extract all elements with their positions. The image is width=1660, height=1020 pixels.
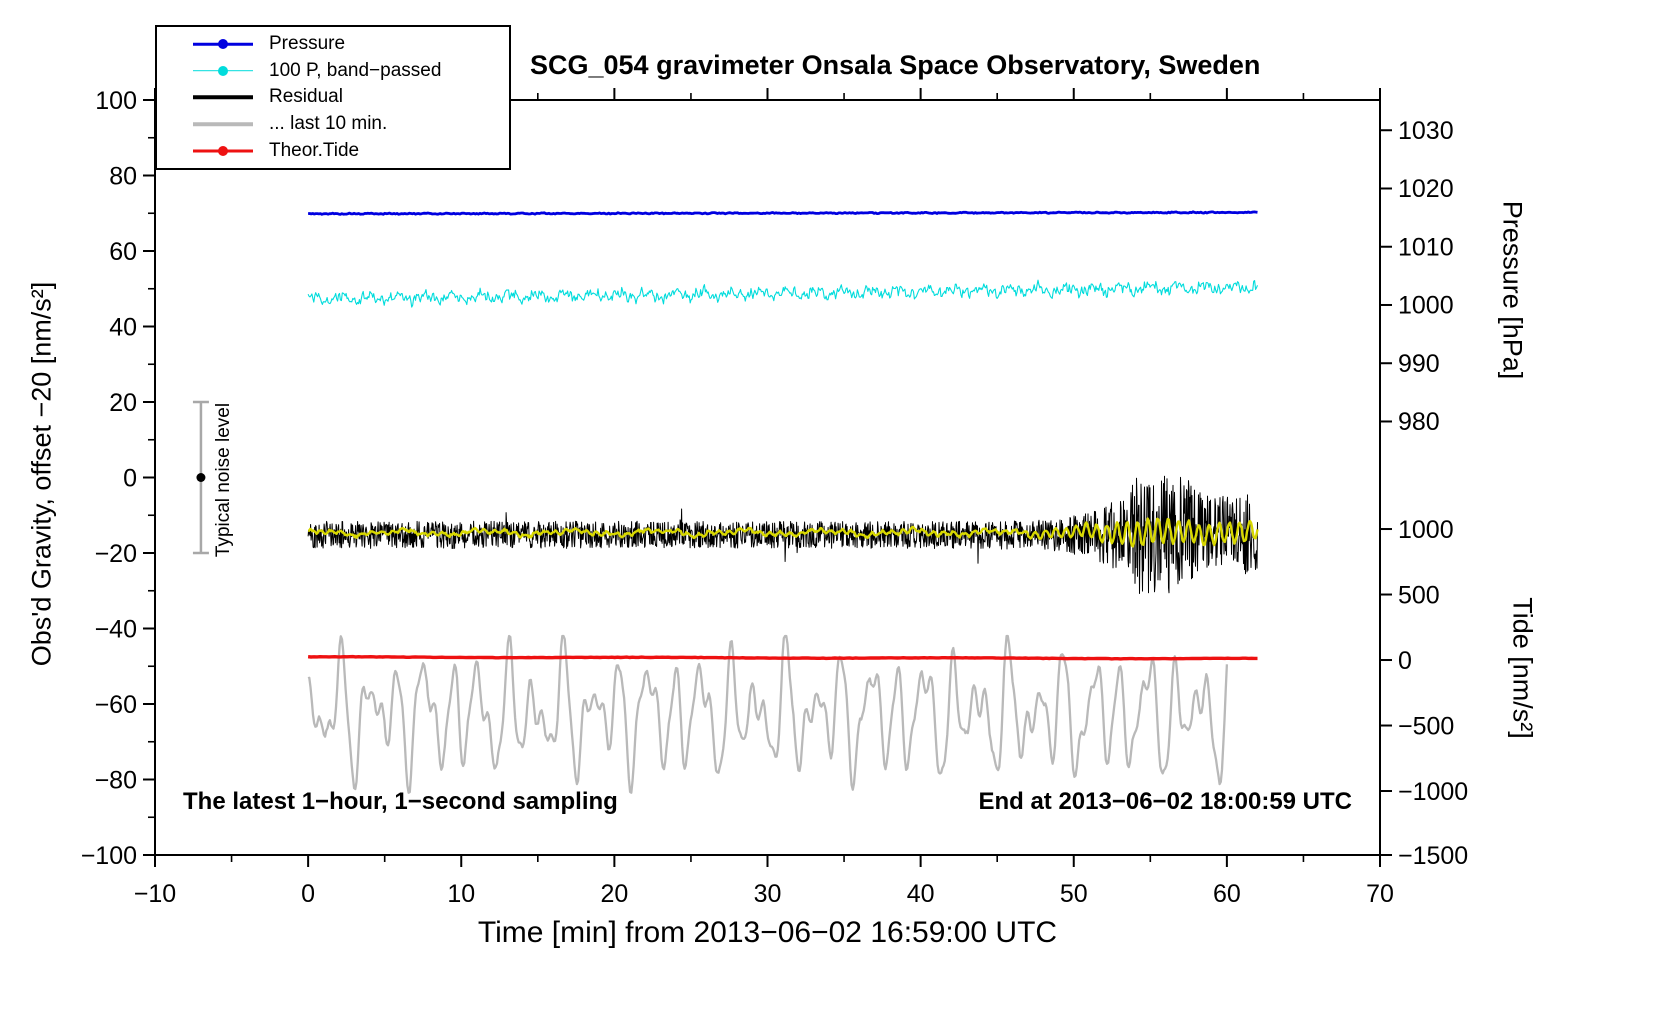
x-tick-label: 30	[754, 880, 782, 908]
x-tick-label: 60	[1213, 880, 1241, 908]
series-residual-smoothed	[307, 517, 1259, 548]
series-pressure-bandpassed	[307, 279, 1259, 308]
tide-tick-label: 500	[1398, 581, 1440, 609]
legend-label-residual: Residual	[269, 86, 343, 108]
tide-tick-label: −1500	[1398, 842, 1468, 870]
legend-label-theor-tide: Theor.Tide	[269, 139, 360, 161]
pressure-tick-label: 980	[1398, 408, 1440, 436]
legend-item-theor-tide: Theor.Tide	[157, 138, 509, 164]
pressure-tick-label: 1010	[1398, 233, 1454, 261]
legend-marker-last-10-min-icon	[193, 117, 253, 131]
series-residual	[307, 475, 1258, 594]
chart-title: SCG_054 gravimeter Onsala Space Observat…	[530, 50, 1261, 80]
end-time-note: End at 2013−06−02 18:00:59 UTC	[978, 788, 1352, 815]
legend-label-pressure: Pressure	[269, 33, 346, 55]
legend-marker-theor-tide-icon	[193, 144, 253, 158]
tide-axis-label: Tide [nm/s²]	[1507, 597, 1538, 739]
y-left-tick-label: 20	[109, 389, 137, 417]
pressure-tick-label: 1020	[1398, 175, 1454, 203]
legend-marker-residual-icon	[193, 90, 253, 104]
x-tick-label: 70	[1366, 880, 1394, 908]
series-residual-last-10-min	[307, 634, 1229, 794]
series-theoretical-tide	[307, 654, 1258, 661]
x-tick-label: 10	[447, 880, 475, 908]
left-axis-label: Obs'd Gravity, offset −20 [nm/s²]	[26, 281, 57, 667]
x-tick-label: 20	[600, 880, 628, 908]
legend-item-bandpassed: 100 P, band−passed	[157, 58, 509, 84]
y-left-tick-label: 60	[109, 238, 137, 266]
pressure-tick-label: 1030	[1398, 117, 1454, 145]
tide-tick-label: 1000	[1398, 516, 1454, 544]
noise-errorbar-dot	[196, 473, 206, 482]
pressure-axis-label: Pressure [hPa]	[1497, 200, 1528, 380]
tide-tick-label: −500	[1398, 712, 1454, 740]
y-left-tick-label: −60	[95, 691, 137, 719]
y-left-tick-label: 80	[109, 162, 137, 190]
legend-marker-pressure-icon	[193, 37, 253, 51]
pressure-tick-label: 990	[1398, 350, 1440, 378]
y-left-tick-label: 0	[123, 464, 137, 492]
y-left-tick-label: −40	[95, 615, 137, 643]
pressure-tick-label: 1000	[1398, 292, 1454, 320]
x-tick-label: −10	[134, 880, 176, 908]
legend-label-last-10-min: ... last 10 min.	[269, 113, 388, 135]
x-tick-label: 50	[1060, 880, 1088, 908]
legend-item-last-10-min: ... last 10 min.	[157, 111, 509, 137]
y-left-tick-label: 100	[95, 87, 137, 115]
legend-marker-bandpassed-icon	[193, 64, 253, 78]
legend: Pressure 100 P, band−passed Residual ...…	[155, 25, 511, 170]
x-axis-label: Time [min] from 2013−06−02 16:59:00 UTC	[477, 916, 1058, 949]
sampling-note: The latest 1−hour, 1−second sampling	[183, 788, 618, 815]
tide-tick-label: −1000	[1398, 778, 1468, 806]
legend-item-residual: Residual	[157, 84, 509, 110]
legend-label-bandpassed: 100 P, band−passed	[269, 59, 442, 81]
series-pressure	[308, 210, 1258, 216]
tide-tick-label: 0	[1398, 647, 1412, 675]
x-tick-label: 0	[301, 880, 315, 908]
y-left-tick-label: −20	[95, 540, 137, 568]
y-left-tick-label: −80	[95, 766, 137, 794]
y-left-tick-label: 40	[109, 313, 137, 341]
y-left-tick-label: −100	[81, 842, 137, 870]
noise-level-label: Typical noise level	[213, 402, 234, 558]
legend-item-pressure: Pressure	[157, 31, 509, 57]
x-tick-label: 40	[907, 880, 935, 908]
